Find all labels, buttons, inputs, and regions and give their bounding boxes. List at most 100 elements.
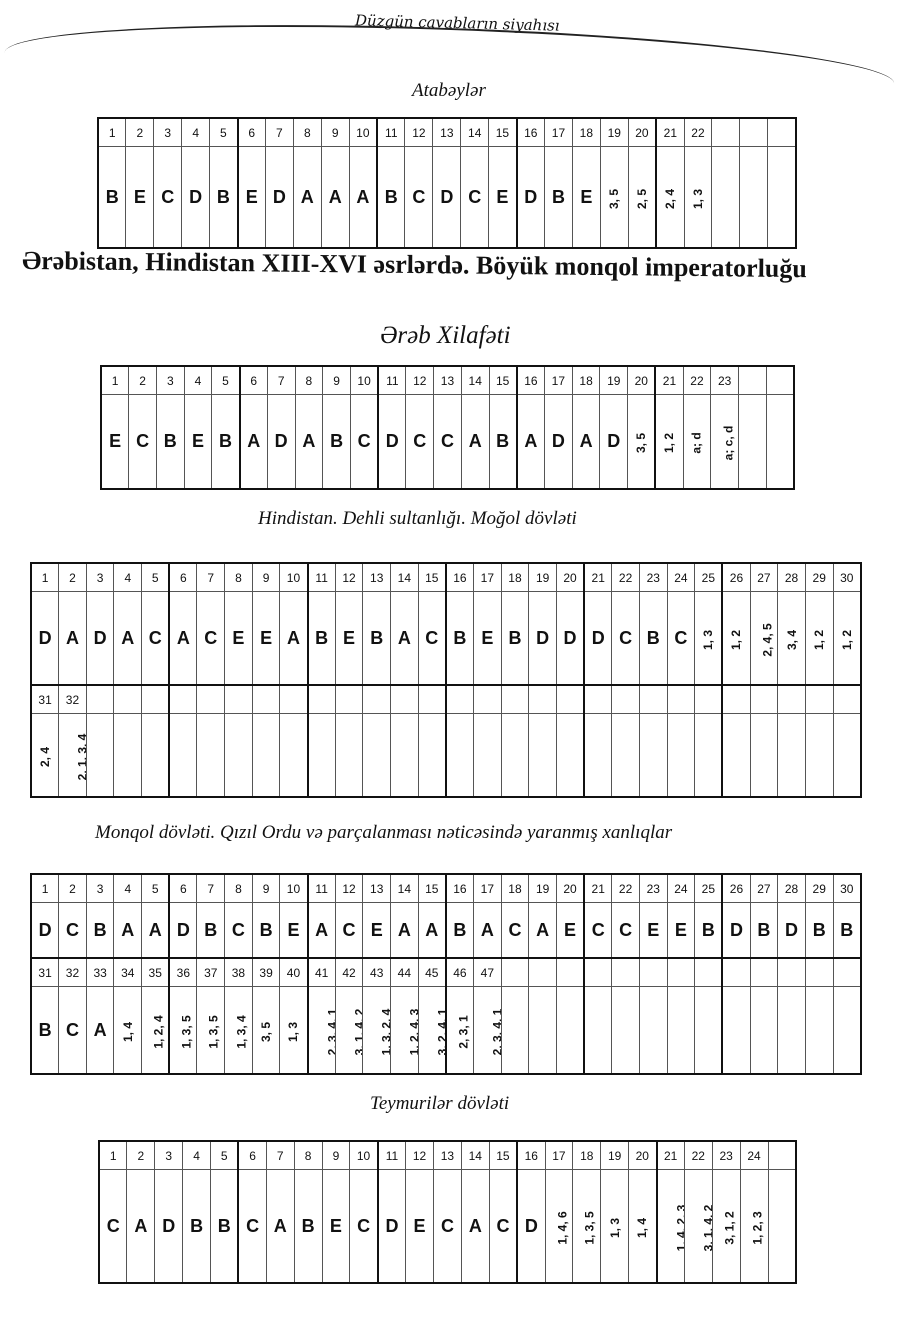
question-number-cell: 39 <box>251 957 281 987</box>
question-number-cell: 18 <box>572 1140 602 1170</box>
answer-cell <box>168 713 198 798</box>
question-number-cell <box>749 684 779 714</box>
question-number-cell: 43 <box>362 957 392 987</box>
question-number-row: 1 2 3 4 5 6 7 8 9 10 11 12 13 14 15 16 17 18 19 20 21 22 23 24 <box>98 1140 797 1170</box>
question-number-cell <box>583 684 613 714</box>
question-number-cell: 22 <box>682 365 712 395</box>
question-number-cell: 10 <box>349 365 379 395</box>
question-number-cell: 25 <box>694 873 723 903</box>
answer-table-ereb-xilafeti: 1 2 3 4 5 6 7 8 9 10 11 12 13 14 15 16 17 18 19 20 21 22 23 E C B… <box>100 365 795 490</box>
answer-row: 2, 4 2, 1, 3, 4 <box>30 713 862 798</box>
answer-cell: D <box>583 591 613 686</box>
answer-cell: B <box>85 902 115 959</box>
question-number-row: 1 2 3 4 5 6 7 8 9 10 11 12 13 14 15 16 17 18 19 20 21 22 23 24 2… <box>30 562 862 592</box>
question-number-cell: 15 <box>488 117 518 147</box>
answer-cell <box>362 713 392 798</box>
answer-cell: E <box>236 146 266 249</box>
answer-text: 1, 2 <box>839 629 854 650</box>
answer-cell: 1, 2, 4, 3 <box>390 986 419 1075</box>
answer-cell: 1, 4, 6 <box>544 1169 574 1284</box>
question-number-cell: 8 <box>224 562 253 592</box>
answer-cell: A <box>390 591 419 686</box>
answer-cell: 1, 3, 2, 4 <box>362 986 392 1075</box>
question-number-cell: 17 <box>544 365 573 395</box>
answer-cell <box>279 713 309 798</box>
question-number-cell: 45 <box>417 957 447 987</box>
answer-cell: a; d <box>682 394 712 490</box>
answer-cell: 1, 2 <box>804 591 834 686</box>
question-number-cell: 16 <box>444 562 474 592</box>
answer-cell: A <box>141 902 170 959</box>
question-number-cell: 15 <box>417 873 447 903</box>
question-number-cell: 7 <box>264 117 294 147</box>
answer-cell <box>767 146 797 249</box>
question-number-cell: 12 <box>405 1140 434 1170</box>
question-number-cell: 20 <box>627 117 657 147</box>
answer-cell: A <box>320 146 350 249</box>
answer-cell: 2, 4, 5 <box>749 591 779 686</box>
answer-cell: 3, 5 <box>251 986 281 1075</box>
answer-cell: A <box>473 902 502 959</box>
answer-text: 3, 5 <box>634 432 649 454</box>
answer-cell <box>749 986 779 1075</box>
answer-cell <box>583 713 613 798</box>
answer-cell: 2, 4 <box>655 146 685 249</box>
answer-cell <box>196 713 226 798</box>
question-number-cell <box>555 684 585 714</box>
answer-cell <box>832 713 862 798</box>
question-number-cell: 25 <box>694 562 723 592</box>
question-number-cell: 1 <box>30 562 60 592</box>
question-number-cell: 28 <box>777 873 806 903</box>
answer-cell: D <box>555 591 585 686</box>
answer-cell <box>738 394 767 490</box>
answer-cell: 2, 3, 4, 1 <box>473 986 502 1075</box>
answer-text: 1, 2 <box>662 432 677 454</box>
question-number-cell: 10 <box>348 117 378 147</box>
question-number-cell: 11 <box>376 1140 407 1170</box>
answer-cell: 1, 2, 3 <box>739 1169 769 1284</box>
question-number-cell: 7 <box>265 1140 295 1170</box>
question-number-cell: 3 <box>153 117 183 147</box>
question-number-cell: 17 <box>473 873 502 903</box>
question-number-cell: 2 <box>58 873 87 903</box>
answer-cell <box>555 713 585 798</box>
question-number-cell <box>611 957 640 987</box>
question-number-cell: 12 <box>334 562 364 592</box>
answer-cell: C <box>153 146 183 249</box>
question-number-cell: 3 <box>155 365 185 395</box>
question-number-cell: 24 <box>666 562 696 592</box>
answer-cell <box>583 986 613 1075</box>
answer-cell: A <box>58 591 87 686</box>
question-number-cell: 18 <box>500 873 530 903</box>
answer-cell: C <box>224 902 253 959</box>
answer-cell <box>417 713 447 798</box>
question-number-cell: 7 <box>196 873 226 903</box>
answer-cell: B <box>444 902 474 959</box>
answer-text: 2, 3, 1 <box>456 1014 471 1049</box>
question-number-cell: 10 <box>279 562 309 592</box>
answer-cell: B <box>306 591 336 686</box>
answer-text: 1, 3, 5 <box>179 1014 194 1049</box>
answer-cell: 1, 3, 5 <box>168 986 198 1075</box>
question-number-cell <box>500 957 530 987</box>
answer-cell: C <box>611 591 640 686</box>
answer-cell <box>804 713 834 798</box>
answer-cell <box>804 986 834 1075</box>
answer-cell <box>251 713 281 798</box>
answer-text: 1, 3, 5 <box>207 1014 222 1049</box>
answer-cell: A <box>571 394 601 490</box>
question-number-cell: 15 <box>488 365 518 395</box>
answer-cell: E <box>183 394 213 490</box>
question-number-cell: 32 <box>58 684 87 714</box>
answer-cell: D <box>544 394 573 490</box>
answer-cell: C <box>666 591 696 686</box>
question-number-cell: 12 <box>404 117 434 147</box>
answer-cell: A <box>168 591 198 686</box>
answer-cell: 1, 3, 4 <box>224 986 253 1075</box>
answer-cell: B <box>251 902 281 959</box>
answer-cell: C <box>98 1169 128 1284</box>
question-number-cell <box>362 684 392 714</box>
question-number-cell: 28 <box>777 562 806 592</box>
answer-cell: D <box>168 902 198 959</box>
